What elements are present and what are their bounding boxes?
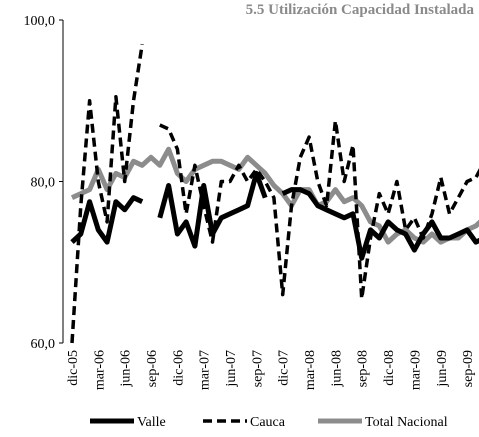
y-tick-label: 60,0 bbox=[31, 337, 56, 352]
x-tick-label: dic-05 bbox=[66, 350, 81, 386]
x-tick-label: dic-08 bbox=[382, 350, 397, 386]
x-tick-label: jun-06 bbox=[119, 350, 134, 388]
series-line bbox=[70, 43, 479, 344]
legend-label: Total Nacional bbox=[365, 415, 448, 430]
x-tick-label: mar-07 bbox=[198, 350, 213, 390]
x-tick-label: sep-07 bbox=[250, 350, 265, 387]
chart-title: 5.5 Utilización Capacidad Instalada bbox=[246, 2, 475, 18]
x-tick-label: mar-09 bbox=[408, 350, 423, 390]
x-tick-label: mar-06 bbox=[92, 350, 107, 390]
x-tick-label: sep-08 bbox=[356, 350, 371, 387]
x-tick-label: dic-06 bbox=[171, 350, 186, 386]
legend-label: Valle bbox=[137, 415, 166, 430]
x-tick-label: jun-09 bbox=[435, 350, 450, 388]
x-tick-label: sep-09 bbox=[461, 350, 476, 387]
x-tick-label: mar-08 bbox=[303, 350, 318, 390]
y-tick-label: 80,0 bbox=[31, 176, 56, 191]
x-tick-label: dic-07 bbox=[277, 350, 292, 386]
x-tick-label: sep-06 bbox=[145, 350, 160, 387]
series-line bbox=[70, 146, 479, 245]
x-tick-label: jun-07 bbox=[224, 350, 239, 388]
y-tick-label: 100,0 bbox=[24, 14, 56, 29]
legend-label: Cauca bbox=[250, 415, 286, 430]
x-tick-label: jun-08 bbox=[329, 350, 344, 388]
